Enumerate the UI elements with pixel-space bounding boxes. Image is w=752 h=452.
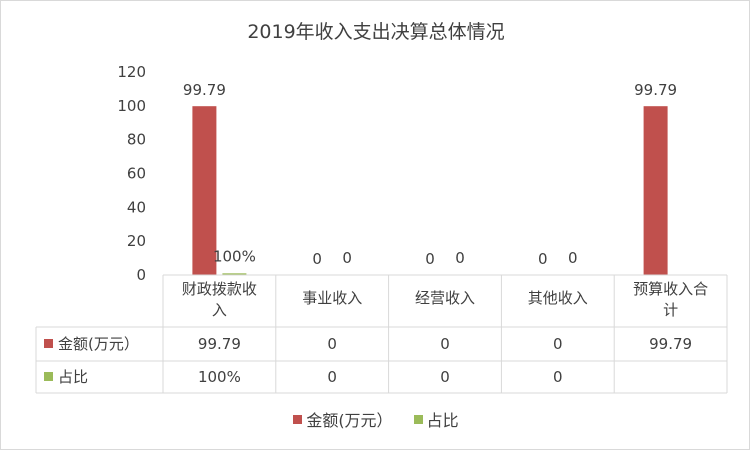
- data-label-ratio: 0: [568, 249, 578, 267]
- category-label: 其他收入: [528, 289, 588, 307]
- table-legend-key: [44, 339, 53, 348]
- table-row-header: 占比: [58, 368, 88, 386]
- data-label-amount: 99.79: [183, 81, 226, 99]
- category-label: 财政拨款收: [182, 280, 257, 298]
- table-cell: 99.79: [649, 335, 692, 353]
- table-row-header: 金额(万元）: [58, 335, 139, 353]
- legend-item-ratio: 占比: [413, 407, 459, 431]
- data-label-ratio: 100%: [213, 247, 256, 265]
- table-cell: 0: [327, 335, 337, 353]
- data-label-amount: 0: [425, 250, 435, 268]
- data-label-amount: 0: [312, 250, 322, 268]
- table-legend-key: [44, 372, 53, 381]
- y-tick-label: 80: [127, 131, 146, 149]
- table-cell: 99.79: [198, 335, 241, 353]
- category-label: 预算收入合: [633, 280, 708, 298]
- table-cell: 0: [440, 368, 450, 386]
- table-cell: 0: [553, 335, 563, 353]
- bar-amount: [643, 106, 668, 275]
- legend-label-amount: 金额(万元）: [306, 411, 393, 430]
- category-label: 入: [212, 301, 227, 319]
- bar-amount: [192, 106, 217, 275]
- legend-item-amount: 金额(万元）: [293, 407, 393, 431]
- data-label-amount: 99.79: [634, 81, 677, 99]
- legend-swatch-amount: [293, 414, 303, 424]
- bar-ratio: [222, 273, 247, 276]
- table-cell: 100%: [198, 368, 241, 386]
- y-tick-label: 40: [127, 198, 146, 216]
- y-tick-label: 120: [117, 63, 146, 81]
- table-cell: 0: [327, 368, 337, 386]
- data-label-amount: 0: [538, 250, 548, 268]
- data-label-ratio: 0: [342, 249, 352, 267]
- legend-label-ratio: 占比: [426, 411, 459, 430]
- data-label-ratio: 0: [455, 249, 465, 267]
- y-tick-label: 60: [127, 165, 146, 183]
- y-tick-label: 20: [127, 232, 146, 250]
- chart-title: 2019年收入支出决算总体情况: [247, 21, 505, 43]
- table-cell: 0: [440, 335, 450, 353]
- legend-swatch-ratio: [413, 414, 423, 424]
- y-tick-label: 0: [136, 266, 146, 284]
- legend: 金额(万元） 占比: [0, 407, 752, 431]
- category-label: 事业收入: [302, 289, 362, 307]
- category-label: 计: [663, 301, 678, 319]
- table-cell: 0: [553, 368, 563, 386]
- y-tick-label: 100: [117, 97, 146, 115]
- category-label: 经营收入: [415, 289, 475, 307]
